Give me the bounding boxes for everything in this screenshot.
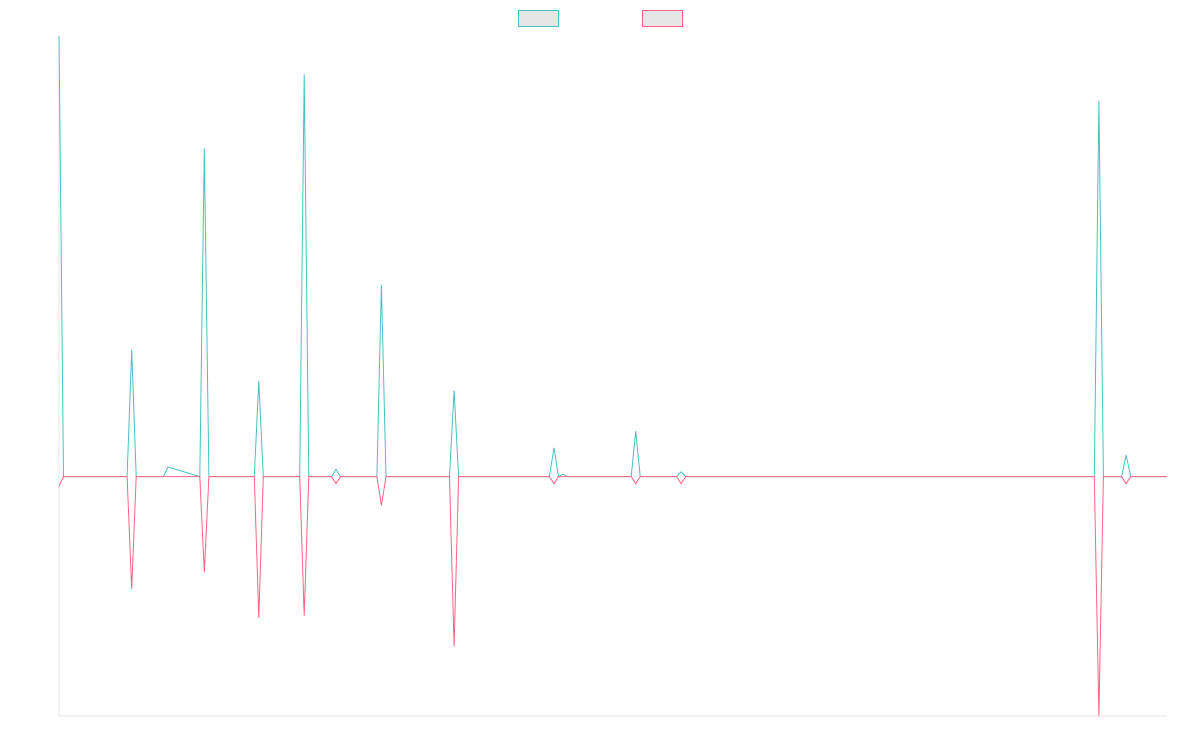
legend-swatch-2[interactable]: [642, 10, 683, 27]
legend-item-2[interactable]: [642, 10, 683, 27]
plot-area: [58, 35, 1167, 717]
axes: [58, 36, 1167, 717]
legend-swatch-1[interactable]: [518, 10, 559, 27]
legend: [518, 10, 683, 27]
legend-item-1[interactable]: [518, 10, 559, 27]
series-line-1: [58, 35, 1167, 478]
series-line-2: [58, 476, 1167, 717]
